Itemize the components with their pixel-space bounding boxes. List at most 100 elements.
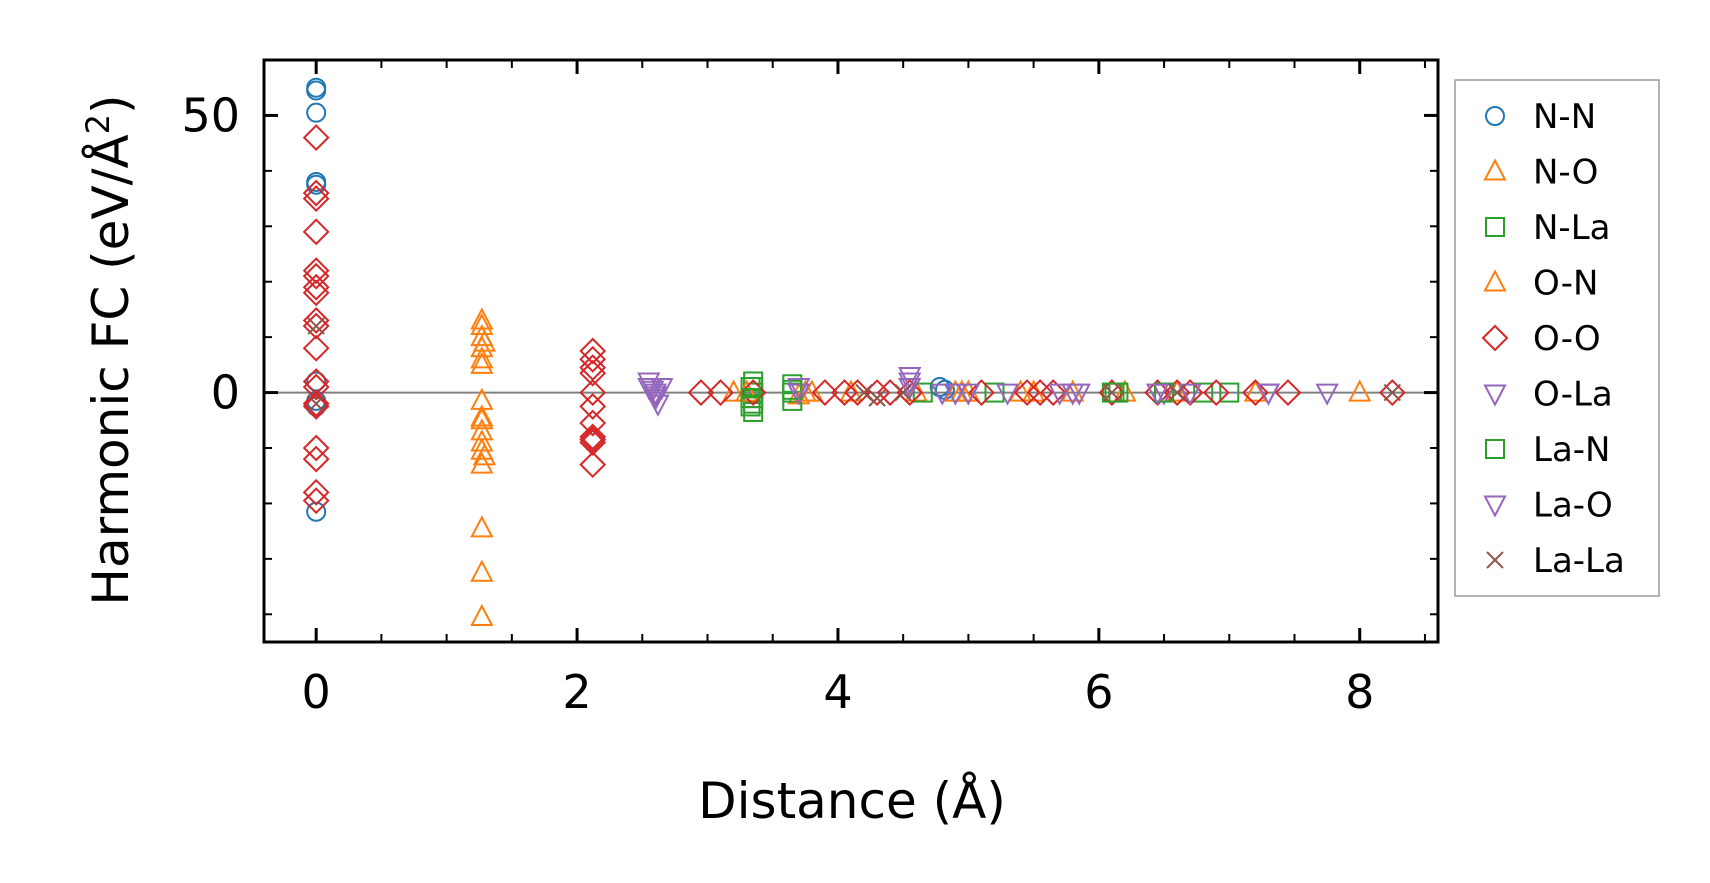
- legend-marker-O-La: [1483, 384, 1507, 407]
- data-point: [1348, 379, 1372, 402]
- data-point: [472, 443, 497, 466]
- data-point: [1256, 383, 1281, 406]
- data-point: [844, 379, 871, 406]
- data-point: [579, 379, 607, 406]
- legend-marker-La-N: [1485, 439, 1505, 459]
- data-point: [302, 434, 330, 462]
- data-point: [687, 379, 715, 406]
- data-point: [470, 407, 494, 430]
- series-O-N: [470, 307, 1033, 430]
- data-point: [743, 401, 764, 422]
- legend-label-La-O: La-O: [1533, 486, 1613, 526]
- data-point: [302, 334, 330, 362]
- axes-frame: [262, 58, 1440, 644]
- data-point: [470, 346, 494, 369]
- data-point: [302, 179, 330, 207]
- legend: N-N N-O N-La O-N O-O O-La La-N La-O La-La: [1454, 79, 1660, 597]
- data-point: [470, 335, 494, 358]
- legend-marker-La-O: [1483, 495, 1507, 518]
- legend-label-N-N: N-N: [1533, 97, 1596, 137]
- legend-label-La-La: La-La: [1533, 541, 1625, 581]
- data-point: [579, 423, 607, 451]
- data-point: [302, 262, 330, 290]
- data-point: [643, 386, 667, 409]
- data-point: [579, 451, 607, 479]
- data-point: [579, 337, 607, 365]
- legend-marker-O-O: [1481, 324, 1509, 352]
- data-point: [831, 379, 858, 406]
- data-point: [302, 478, 330, 506]
- data-point: [1098, 379, 1126, 406]
- series-N-N: [306, 77, 955, 522]
- data-point: [470, 515, 494, 538]
- data-point: [740, 377, 761, 398]
- data-point: [470, 451, 494, 474]
- data-point: [470, 312, 494, 336]
- data-point: [1039, 379, 1067, 406]
- data-point: [740, 396, 761, 417]
- series-La-La: [307, 317, 1402, 413]
- data-point: [302, 218, 330, 246]
- data-point: [306, 80, 327, 101]
- data-point: [579, 409, 607, 437]
- data-point: [930, 383, 954, 406]
- legend-label-La-N: La-N: [1533, 430, 1610, 470]
- series-N-O: [470, 312, 1372, 627]
- data-point: [470, 351, 494, 374]
- data-point: [579, 345, 607, 373]
- data-point: [302, 185, 330, 212]
- data-point: [898, 372, 922, 395]
- data-point: [579, 429, 607, 456]
- data-point: [302, 487, 330, 515]
- legend-label-O-La: O-La: [1533, 375, 1613, 415]
- data-point: [302, 257, 330, 285]
- legend-label-N-O: N-O: [1533, 153, 1598, 193]
- legend-marker-N-N: [1485, 106, 1505, 126]
- legend-label-O-O: O-O: [1533, 319, 1601, 359]
- data-point: [894, 383, 912, 402]
- legend-label-N-La: N-La: [1533, 208, 1610, 248]
- series-La-O: [639, 366, 1281, 409]
- data-point: [1243, 379, 1268, 402]
- data-point: [898, 366, 922, 390]
- data-point: [1315, 383, 1339, 406]
- data-point: [1219, 382, 1240, 403]
- legend-marker-La-La: [1486, 551, 1504, 569]
- data-point: [1202, 379, 1230, 406]
- data-point: [782, 379, 803, 400]
- legend-marker-N-O: [1483, 158, 1507, 181]
- data-point: [1193, 382, 1214, 403]
- series-O-O: [302, 124, 1406, 515]
- data-point: [302, 273, 330, 301]
- data-point: [579, 393, 607, 420]
- x-tick-label: 8: [1345, 665, 1374, 719]
- axes: 0 2 4 6 8 0 50: [181, 58, 1440, 719]
- data-point: [302, 390, 330, 418]
- data-point: [943, 383, 968, 406]
- legend-marker-N-La: [1485, 217, 1505, 237]
- data-point: [302, 307, 330, 334]
- data-point: [1061, 379, 1085, 402]
- data-point: [306, 501, 327, 522]
- y-tick-label: 0: [211, 366, 240, 420]
- data-point: [1103, 383, 1121, 402]
- data-point: [302, 393, 330, 420]
- x-tick-label: 6: [1084, 665, 1113, 719]
- x-tick-label: 2: [562, 665, 591, 719]
- data-point: [1163, 379, 1191, 406]
- data-point: [302, 445, 330, 473]
- x-tick-label: 4: [823, 665, 852, 719]
- data-point: [912, 382, 933, 403]
- legend-marker-O-N: [1483, 269, 1507, 292]
- data-point: [470, 404, 494, 427]
- series-La-N: [740, 377, 1175, 417]
- data-point: [470, 307, 494, 330]
- data-point: [307, 394, 325, 413]
- data-point: [306, 174, 327, 195]
- data-point: [302, 312, 330, 340]
- data-point: [470, 603, 494, 627]
- data-point: [855, 383, 873, 402]
- data-point: [1383, 383, 1402, 402]
- data-point: [968, 379, 995, 406]
